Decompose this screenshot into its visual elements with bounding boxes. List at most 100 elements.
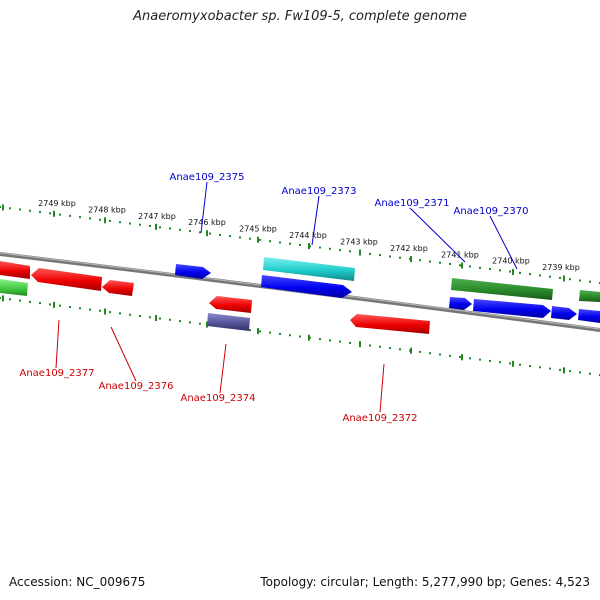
gene-arrow-anae109-2375[interactable] [175,264,211,279]
gene-rna-purple[interactable] [207,313,250,331]
scale-dot [489,359,491,362]
gene-rna-cyan[interactable] [263,257,355,281]
gene-label-anae109-2376[interactable]: Anae109_2376 [99,381,174,392]
scale-dot [429,352,431,355]
scale-dot [179,320,181,323]
scale-dot [349,341,351,344]
gene-label-anae109-2370[interactable]: Anae109_2370 [454,206,529,217]
scale-dot [569,370,571,373]
scale-dot [379,254,381,257]
scale-dot [569,278,571,281]
map-title: Anaeromyxobacter sp. Fw109-5, complete g… [133,9,467,24]
gene-features [0,257,600,334]
scale-dot [59,304,61,307]
scale-dot [289,334,291,337]
scale-dot [529,273,531,276]
scale-major-tick [2,295,4,302]
scale-dot [289,242,291,245]
scale-dot [369,344,371,347]
scale-dot [129,222,131,225]
kbp-label: 2749 kbp [38,199,76,208]
scale-dot [189,321,191,324]
scale-dot [269,331,271,334]
scale-dot [9,207,11,210]
scale-dot [509,362,511,365]
scale-dot [69,306,71,308]
scale-dot [339,340,341,343]
scale-dot [479,266,481,269]
gene-arrow-blue-right-2[interactable] [578,309,600,323]
scale-dot [109,311,111,314]
scale-dot [29,300,31,303]
scale-major-tick [359,341,361,348]
scale-dot [229,235,231,238]
kbp-label: 2743 kbp [340,238,378,247]
scale-dot [169,318,171,321]
gene-bar-light-green-left[interactable] [0,279,28,296]
gene-arrow-anae109-2372[interactable] [350,314,430,334]
scale-dot [469,357,471,360]
gene-label-anae109-2373[interactable]: Anae109_2373 [282,186,357,197]
scale-major-tick [206,321,208,328]
scale-major-tick [563,367,565,374]
gene-label-anae109-2371[interactable]: Anae109_2371 [375,198,450,209]
scale-dot [579,279,581,282]
gene-bar-dark-green-right[interactable] [579,290,600,302]
scale-dot [369,252,371,255]
scale-dot [89,308,91,311]
scale-dot [539,274,541,277]
gene-label-anae109-2374[interactable]: Anae109_2374 [181,393,256,404]
scale-major-tick [461,262,463,269]
scale-dot [379,345,381,348]
gene-arrow-anae109-2376[interactable] [102,280,134,296]
scale-dot [209,232,211,235]
scale-dot [559,368,561,371]
scale-dot [179,228,181,231]
scale-dot [39,302,41,305]
scale-dot [549,275,551,278]
gene-arrow-anae109-2377[interactable] [31,268,102,291]
scale-dot [79,216,81,219]
genome-summary-text: Topology: circular; Length: 5,277,990 bp… [260,575,590,589]
gene-label-anae109-2372[interactable]: Anae109_2372 [343,413,418,424]
scale-dot [159,226,161,229]
scale-dot [559,276,561,279]
gene-arrow-anae109-2373[interactable] [261,275,352,298]
scale-dot [129,313,131,316]
kbp-label: 2739 kbp [542,263,580,272]
scale-dot [269,240,271,243]
label-connectors [55,181,518,413]
scale-dot [119,221,121,224]
scale-dot [49,212,51,215]
gene-arrow-anae109-2371[interactable] [449,297,472,310]
scale-major-tick [308,334,310,341]
scale-dot [249,329,251,332]
scale-dot [59,213,61,216]
scale-dot [69,214,71,217]
scale-dot [489,268,491,271]
scale-dot [499,269,501,272]
scale-dot [99,218,101,221]
scale-dot [589,372,591,375]
scale-dot [159,317,161,320]
scale-dot [449,263,451,265]
gene-arrow-anae109-2374[interactable] [209,296,252,313]
scale-major-tick [155,315,157,321]
scale-major-tick [410,256,412,263]
scale-dot [499,361,501,364]
scale-dot [279,332,281,335]
scale-dot [439,261,441,264]
scale-major-tick [308,243,310,250]
gene-bar-dark-green[interactable] [451,278,553,300]
gene-arrow-blue-right-1[interactable] [551,306,577,320]
gene-arrow-anae109-2370[interactable] [473,299,551,318]
scale-dot [549,367,551,370]
scale-dot [469,265,471,268]
scale-dot [89,217,91,220]
scale-track-upper [0,204,600,284]
gene-label-anae109-2377[interactable]: Anae109_2377 [20,368,95,379]
scale-dot [149,316,151,319]
gene-label-anae109-2375[interactable]: Anae109_2375 [170,172,245,183]
gene-arrow-red-left[interactable] [0,261,30,279]
